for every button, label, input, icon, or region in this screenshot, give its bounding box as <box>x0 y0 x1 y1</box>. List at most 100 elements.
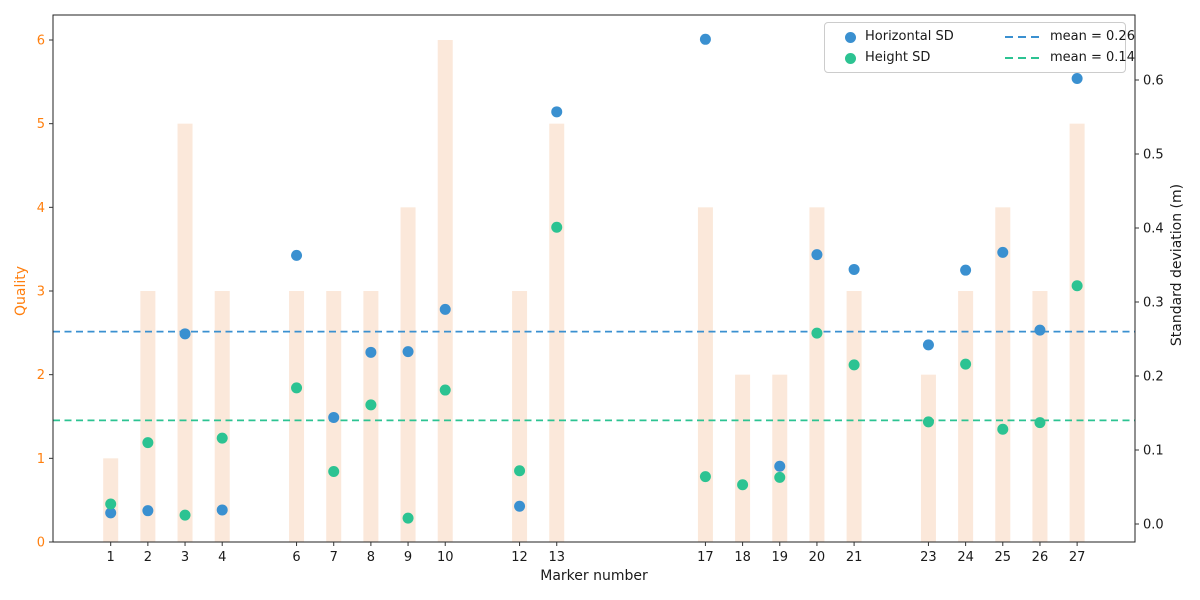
scatter-point <box>774 471 786 483</box>
quality-bar <box>958 291 974 542</box>
x-tick-label: 25 <box>995 550 1012 565</box>
scatter-point <box>1034 324 1046 336</box>
scatter-point <box>737 479 749 491</box>
quality-bar <box>214 291 230 542</box>
x-tick-label: 19 <box>771 550 788 565</box>
x-tick-label: 20 <box>809 550 826 565</box>
scatter-point <box>848 359 860 371</box>
x-tick-label: 12 <box>511 550 528 565</box>
scatter-point <box>291 249 303 261</box>
scatter-point <box>402 512 414 524</box>
scatter-point <box>1071 280 1083 292</box>
axes-frame <box>52 14 1136 543</box>
legend-label: Horizontal SD <box>865 29 954 44</box>
x-tick-label: 1 <box>107 550 115 565</box>
quality-bar <box>846 291 862 542</box>
right-tick-label: 0.4 <box>1143 222 1164 237</box>
scatter-point <box>514 500 526 512</box>
scatter-point <box>960 358 972 370</box>
scatter-point <box>142 505 154 517</box>
scatter-point <box>328 465 340 477</box>
scatter-point <box>439 303 451 315</box>
scatter-dot-icon <box>845 52 856 64</box>
x-tick-label: 9 <box>404 550 412 565</box>
left-tick-label: 6 <box>37 34 45 49</box>
x-axis-title: Marker number <box>540 568 648 584</box>
legend-item-horizontal-sd: Horizontal SD <box>837 28 1005 46</box>
scatter-point <box>365 399 377 411</box>
x-tick-label: 3 <box>181 550 189 565</box>
x-tick-label: 13 <box>548 550 565 565</box>
x-tick-label: 10 <box>437 550 454 565</box>
legend-label: mean = 0.26 <box>1050 29 1135 44</box>
quality-bar <box>289 291 305 542</box>
scatter-point <box>514 465 526 477</box>
scatter-point <box>179 509 191 521</box>
right-tick-label: 0.2 <box>1143 370 1164 385</box>
x-tick-label: 17 <box>697 550 714 565</box>
scatter-point <box>1034 417 1046 429</box>
left-tick-label: 2 <box>37 368 45 383</box>
scatter-point <box>997 423 1009 435</box>
quality-bar <box>995 207 1011 543</box>
scatter-point <box>922 339 934 351</box>
scatter-point <box>551 106 563 118</box>
scatter-point <box>216 504 228 516</box>
scatter-point <box>811 249 823 261</box>
quality-bar <box>140 291 156 542</box>
x-tick-label: 27 <box>1069 550 1086 565</box>
scatter-point <box>216 432 228 444</box>
left-tick-label: 3 <box>37 285 45 300</box>
x-tick-label: 2 <box>144 550 152 565</box>
x-tick-label: 24 <box>957 550 974 565</box>
x-tick-label: 21 <box>846 550 863 565</box>
scatter-point <box>179 328 191 340</box>
scatter-point <box>1071 73 1083 85</box>
right-tick-label: 0.3 <box>1143 296 1164 311</box>
quality-bar <box>735 374 751 542</box>
quality-bar <box>809 207 825 543</box>
scatter-point <box>997 246 1009 258</box>
left-tick-label: 0 <box>37 536 45 551</box>
quality-bar <box>1032 291 1048 542</box>
scatter-point <box>774 460 786 472</box>
x-tick-label: 7 <box>330 550 338 565</box>
x-tick-label: 23 <box>920 550 937 565</box>
left-axis-title: Quality <box>13 265 29 317</box>
scatter-point <box>699 33 711 45</box>
scatter-point <box>142 437 154 449</box>
legend-label: mean = 0.14 <box>1050 50 1135 65</box>
legend: Horizontal SD mean = 0.26 Height SD mean… <box>824 22 1135 73</box>
scatter-point <box>551 221 563 233</box>
quality-bar <box>920 374 936 542</box>
scatter-point <box>328 411 340 423</box>
quality-bar <box>697 207 713 543</box>
right-tick-label: 0.0 <box>1143 518 1164 533</box>
scatter-point <box>291 382 303 394</box>
quality-bar <box>1069 123 1085 543</box>
scatter-point <box>105 498 117 510</box>
quality-bar <box>549 123 565 543</box>
quality-bar <box>512 291 528 542</box>
left-tick-label: 4 <box>37 201 45 216</box>
dashed-line-icon <box>1005 36 1041 38</box>
left-tick-label: 1 <box>37 452 45 467</box>
right-tick-label: 0.6 <box>1143 74 1164 89</box>
scatter-point <box>848 263 860 275</box>
scatter-point <box>699 471 711 483</box>
x-tick-label: 26 <box>1032 550 1049 565</box>
scatter-dot-icon <box>845 31 856 43</box>
quality-bar <box>437 40 453 542</box>
quality-bar <box>772 374 788 542</box>
scatter-point <box>922 416 934 428</box>
right-tick-label: 0.1 <box>1143 444 1164 459</box>
right-axis-title: Standard deviation (m) <box>1169 183 1185 347</box>
quality-bar <box>400 207 416 543</box>
legend-item-mean-horizontal: mean = 0.26 <box>1005 28 1135 46</box>
scatter-point <box>811 327 823 339</box>
legend-item-height-sd: Height SD <box>837 49 1005 67</box>
legend-label: Height SD <box>865 50 931 65</box>
scatter-point <box>439 384 451 396</box>
